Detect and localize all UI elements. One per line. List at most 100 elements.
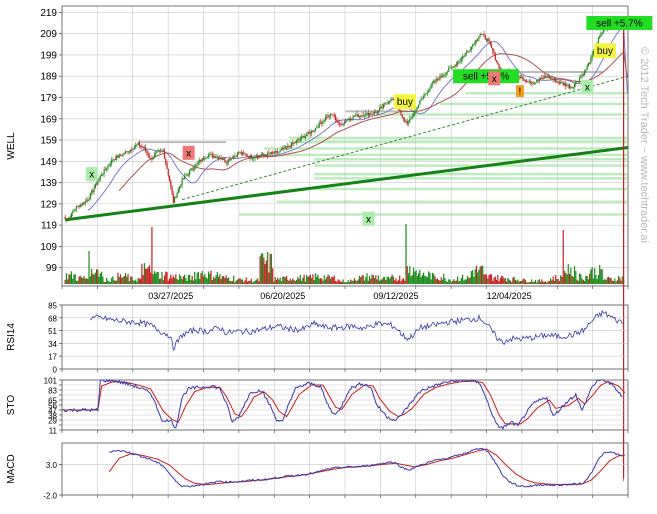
volume-bars	[64, 224, 625, 284]
tag-label: x	[366, 214, 371, 225]
candle-body	[326, 117, 328, 119]
candle-body	[80, 204, 83, 206]
volume-bar	[113, 280, 115, 284]
candle-body	[255, 157, 257, 159]
candle-body	[557, 81, 559, 83]
candle-body	[124, 151, 127, 154]
sto-k-line	[62, 379, 623, 430]
candle-body	[429, 88, 431, 91]
volume-bar	[389, 278, 391, 284]
volume-bar	[492, 280, 494, 284]
candle-body	[448, 68, 450, 72]
candle-body	[573, 84, 576, 88]
candle-body	[375, 111, 377, 113]
candle-body	[206, 156, 208, 158]
candle-body	[233, 156, 235, 159]
candle-body	[497, 62, 499, 65]
volume-bar	[265, 260, 267, 284]
volume-bar	[357, 279, 359, 284]
candle-body	[327, 115, 329, 118]
volume-bar	[255, 279, 257, 284]
candle-body	[417, 104, 420, 109]
candle-body	[543, 76, 545, 79]
volume-bar	[233, 275, 235, 284]
candle-body	[561, 81, 563, 83]
candle-body	[547, 75, 549, 78]
volume-bar	[532, 282, 534, 284]
candle-body	[541, 77, 543, 79]
candle-body	[279, 150, 281, 152]
candle-body	[134, 145, 137, 148]
candle-body	[191, 168, 193, 170]
exit-green-tag: x	[362, 211, 375, 226]
volume-bar	[307, 276, 309, 284]
short-trend-line	[181, 75, 629, 201]
volume-bar	[443, 273, 445, 284]
candle-body	[214, 156, 216, 158]
sto-ytick-label: 101	[44, 377, 58, 386]
sto-ytick-label: 65	[48, 397, 57, 406]
candle-body	[488, 38, 490, 42]
candle-body	[234, 155, 236, 157]
volume-bar	[355, 280, 357, 284]
volume-bar	[407, 273, 410, 284]
price-ytick-label: 199	[40, 50, 57, 61]
candle-body	[373, 111, 376, 115]
candle-body	[197, 161, 200, 163]
x-axis: 03/27/2025 06/20/2025 09/12/2025 12/04/2025	[61, 286, 629, 498]
candle-body	[282, 148, 284, 150]
volume-bar	[339, 281, 342, 284]
candle-body	[304, 135, 306, 138]
volume-bar	[416, 275, 418, 284]
candle-body	[200, 159, 202, 162]
volume-bar	[204, 273, 206, 284]
volume-bar	[439, 280, 441, 284]
candle-body	[280, 149, 283, 151]
candle-body	[314, 128, 317, 131]
volume-bar	[82, 278, 84, 284]
volume-bar	[585, 275, 587, 284]
candle-body	[341, 124, 343, 126]
candle-body	[380, 106, 382, 109]
candle-body	[102, 174, 104, 176]
volume-bar	[150, 272, 152, 284]
candle-body	[69, 218, 71, 220]
volume-bar	[478, 269, 480, 284]
candle-body	[438, 79, 440, 81]
volume-bar	[256, 278, 259, 284]
volume-bar	[560, 275, 562, 284]
candle-body	[109, 163, 112, 165]
candle-body	[157, 150, 159, 152]
candle-body	[223, 158, 225, 160]
candle-body	[482, 34, 484, 35]
volume-bar	[448, 279, 450, 284]
candle-body	[589, 63, 591, 65]
volume-bar	[490, 274, 493, 284]
volume-bar	[430, 279, 432, 284]
candle-body	[181, 178, 183, 186]
volume-bar	[314, 273, 317, 284]
volume-bar	[412, 267, 415, 284]
volume-bar	[420, 277, 422, 284]
volume-bar	[87, 278, 89, 284]
volume-bar	[259, 256, 261, 284]
volume-bar	[260, 253, 262, 284]
volume-bar	[455, 280, 457, 284]
x-date-label: 09/12/2025	[373, 291, 418, 301]
candle-body	[581, 74, 583, 77]
volume-bar	[467, 275, 469, 284]
rsi-line	[90, 309, 623, 351]
candle-body	[152, 157, 154, 160]
volume-bar	[181, 279, 183, 284]
candle-body	[381, 106, 383, 108]
volume-bar	[375, 275, 377, 284]
price-ytick-label: 109	[40, 242, 57, 253]
volume-bar	[73, 274, 75, 284]
rsi-ylabel: RSI14	[6, 323, 17, 351]
tag-background	[586, 16, 653, 31]
volume-bar	[451, 280, 454, 284]
candle-body	[348, 118, 351, 120]
candle-body	[163, 150, 166, 159]
volume-bar	[441, 279, 444, 284]
volume-bar	[370, 278, 372, 284]
